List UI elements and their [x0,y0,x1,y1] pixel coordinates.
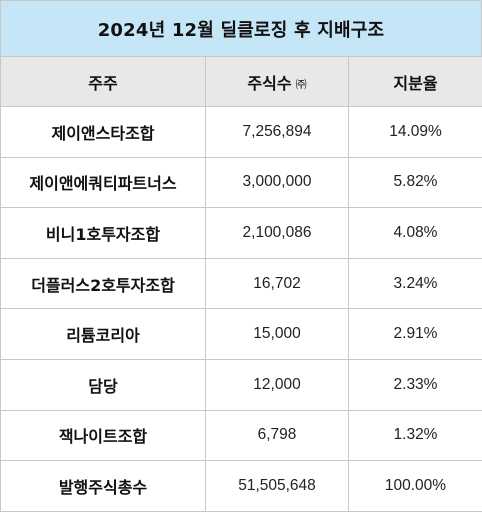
header-shares: 주식수 ㈜ [206,57,349,107]
ownership-ratio: 2.91% [349,309,482,360]
share-count: 3,000,000 [206,157,349,208]
document-title: 2024년 12월 딜클로징 후 지배구조 [0,0,482,56]
ownership-ratio: 1.32% [349,410,482,461]
share-count: 16,702 [206,258,349,309]
share-count: 15,000 [206,309,349,360]
table-row: 비니1호투자조합 2,100,086 4.08% [1,208,482,259]
table-row: 잭나이트조합 6,798 1.32% [1,410,482,461]
share-count: 7,256,894 [206,107,349,158]
share-count: 12,000 [206,359,349,410]
holder-name: 제이앤에쿼티파트너스 [1,157,206,208]
ownership-ratio: 3.24% [349,258,482,309]
holder-name: 제이앤스타조합 [1,107,206,158]
table-row: 제이앤스타조합 7,256,894 14.09% [1,107,482,158]
table-row: 담당 12,000 2.33% [1,359,482,410]
table-total-row: 발행주식총수 51,505,648 100.00% [1,461,482,512]
header-ratio: 지분율 [349,57,482,107]
table-row: 리튬코리아 15,000 2.91% [1,309,482,360]
share-count: 6,798 [206,410,349,461]
share-count: 2,100,086 [206,208,349,259]
holder-name: 리튬코리아 [1,309,206,360]
ownership-table: 주주 주식수 ㈜ 지분율 제이앤스타조합 7,256,894 14.09% 제이앤… [0,56,482,512]
header-shares-label: 주식수 [247,74,291,93]
ownership-ratio: 5.82% [349,157,482,208]
holder-name: 비니1호투자조합 [1,208,206,259]
total-ratio: 100.00% [349,461,482,512]
ownership-ratio: 2.33% [349,359,482,410]
holder-name: 더플러스2호투자조합 [1,258,206,309]
holder-name: 잭나이트조합 [1,410,206,461]
table-row: 더플러스2호투자조합 16,702 3.24% [1,258,482,309]
ownership-ratio: 4.08% [349,208,482,259]
table-row: 제이앤에쿼티파트너스 3,000,000 5.82% [1,157,482,208]
header-holder: 주주 [1,57,206,107]
header-shares-unit: ㈜ [296,78,307,91]
holder-name: 담당 [1,359,206,410]
table-header-row: 주주 주식수 ㈜ 지분율 [1,57,482,107]
ownership-ratio: 14.09% [349,107,482,158]
total-label: 발행주식총수 [1,461,206,512]
total-share-count: 51,505,648 [206,461,349,512]
